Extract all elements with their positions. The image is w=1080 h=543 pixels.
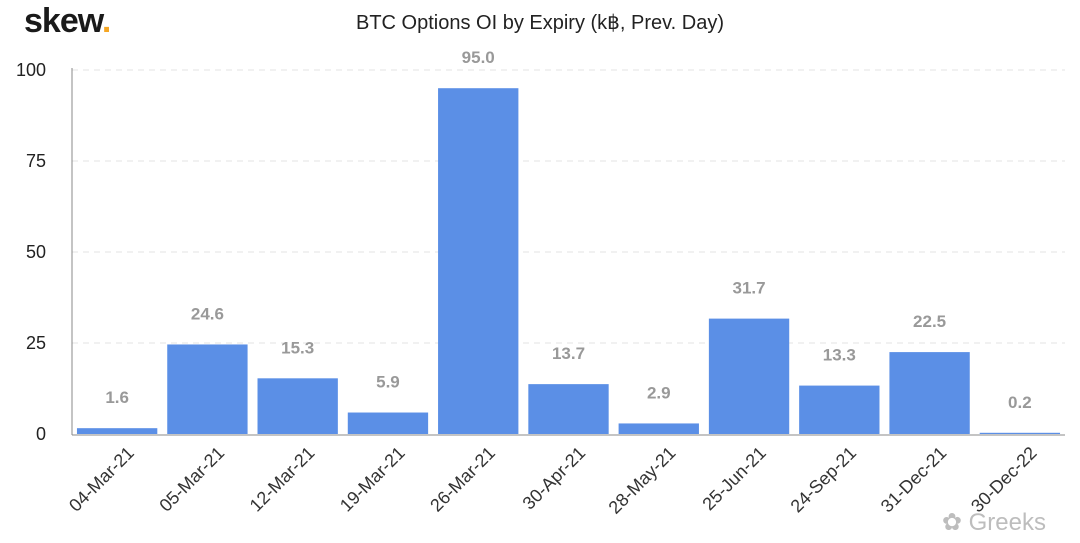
x-tick-label: 25-Jun-21 [698,443,769,514]
x-tick-label: 28-May-21 [605,443,680,518]
data-label: 1.6 [105,388,129,407]
y-tick-label: 75 [26,151,46,171]
bar [799,385,880,434]
data-label: 95.0 [462,48,495,67]
bar [438,88,519,434]
bar [979,432,1061,434]
x-tick-label: 31-Dec-21 [877,443,951,517]
x-tick-label: 30-Apr-21 [519,443,590,514]
bar [257,378,338,434]
data-label: 5.9 [376,373,400,392]
brand-name: skew [24,2,103,40]
x-tick-label: 12-Mar-21 [246,443,319,516]
data-label: 22.5 [913,312,946,331]
wechat-icon: ✿ [941,509,962,536]
x-tick-label: 05-Mar-21 [155,443,228,516]
watermark: ✿ Greeks [942,508,1046,537]
x-tick-label: 19-Mar-21 [336,443,409,516]
x-tick-label: 30-Dec-22 [967,443,1041,517]
data-label: 24.6 [191,304,224,323]
bar [167,344,248,434]
bar [347,412,429,434]
x-tick-label: 24-Sep-21 [787,443,861,517]
bar [528,384,609,434]
y-tick-label: 50 [26,242,46,262]
x-tick-label: 04-Mar-21 [65,443,138,516]
y-tick-label: 0 [36,424,46,444]
data-label: 13.7 [552,344,585,363]
watermark-text: Greeks [968,509,1046,536]
bar [708,318,790,434]
y-tick-label: 25 [26,333,46,353]
brand-dot: . [101,2,112,40]
data-label: 31.7 [732,279,765,298]
data-label: 15.3 [281,338,314,357]
brand-logo: skew. [24,2,112,41]
bar [618,423,699,434]
bar [889,352,970,434]
bar [76,428,158,434]
y-tick-label: 100 [16,60,46,80]
data-label: 13.3 [823,346,856,365]
data-label: 0.2 [1008,393,1032,412]
data-label: 2.9 [647,383,671,402]
x-tick-label: 26-Mar-21 [426,443,499,516]
chart-title: BTC Options OI by Expiry (k฿, Prev. Day) [356,12,724,34]
